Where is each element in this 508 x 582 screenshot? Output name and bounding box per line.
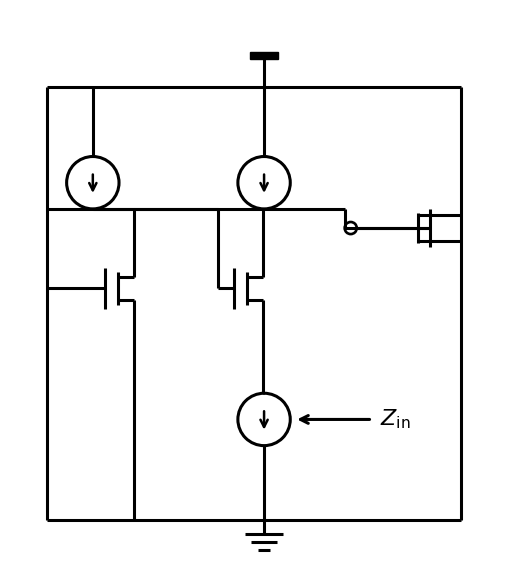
Text: $Z_{\rm in}$: $Z_{\rm in}$ — [380, 407, 410, 431]
Polygon shape — [250, 52, 278, 59]
